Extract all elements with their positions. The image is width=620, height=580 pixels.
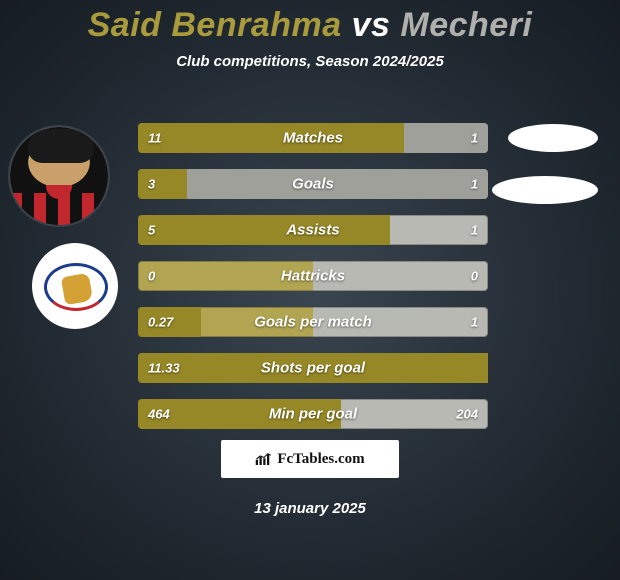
stat-label: Min per goal [269, 406, 357, 423]
brand-chart-icon [255, 452, 273, 466]
stat-row: 11.33 Shots per goal [138, 353, 488, 383]
stat-row: 5 1 Assists [138, 215, 488, 245]
stat-value-left: 464 [148, 407, 170, 422]
stat-value-right: 1 [471, 223, 478, 238]
stat-value-left: 5 [148, 223, 155, 238]
stat-value-right: 1 [471, 315, 478, 330]
stats-table: 111Matches31Goals51Assists00Hattricks0.2… [138, 123, 488, 445]
stat-row: 0 0 Hattricks [138, 261, 488, 291]
stat-label: Shots per goal [261, 360, 365, 377]
stat-row: 111Matches [138, 123, 488, 153]
subtitle: Club competitions, Season 2024/2025 [0, 53, 620, 70]
stat-label: Goals per match [254, 314, 372, 331]
player2-avatar-placeholder-1 [508, 124, 598, 152]
stat-value-right: 1 [471, 131, 478, 146]
page-title: Said Benrahma vs Mecheri [0, 6, 620, 45]
bar-left [138, 215, 390, 245]
title-vs: vs [342, 6, 401, 44]
stat-row: 464 204 Min per goal [138, 399, 488, 429]
stat-label: Hattricks [281, 268, 345, 285]
brand-text: FcTables.com [277, 451, 364, 468]
bar-left [138, 123, 404, 153]
date-text: 13 january 2025 [254, 500, 366, 517]
stat-value-left: 0.27 [148, 315, 173, 330]
stat-label: Assists [286, 222, 339, 239]
title-player2: Mecheri [400, 6, 532, 44]
bar-left [138, 169, 187, 199]
stat-value-left: 11.33 [148, 361, 180, 376]
avatar-column: OLYMPIQUE [8, 125, 118, 329]
stat-row: 0.27 1 Goals per match [138, 307, 488, 337]
brand-badge: FcTables.com [221, 440, 399, 478]
stat-row: 3 1 Goals [138, 169, 488, 199]
stat-label: Goals [292, 176, 334, 193]
team-logo: OLYMPIQUE [32, 243, 118, 329]
stat-value-left: 3 [148, 177, 155, 192]
title-player1: Said Benrahma [88, 6, 342, 44]
bar-right [187, 169, 488, 199]
stat-value-right: 0 [471, 269, 478, 284]
stat-value-right: 1 [471, 177, 478, 192]
stat-value-right: 204 [456, 407, 478, 422]
player1-avatar [8, 125, 110, 227]
stat-value-left: 0 [148, 269, 155, 284]
player2-avatar-placeholder-2 [492, 176, 598, 204]
stat-value-left: 11 [148, 131, 162, 146]
stat-label: Matches [283, 130, 343, 147]
logo-text-top: OLYMPIQUE [34, 243, 116, 246]
